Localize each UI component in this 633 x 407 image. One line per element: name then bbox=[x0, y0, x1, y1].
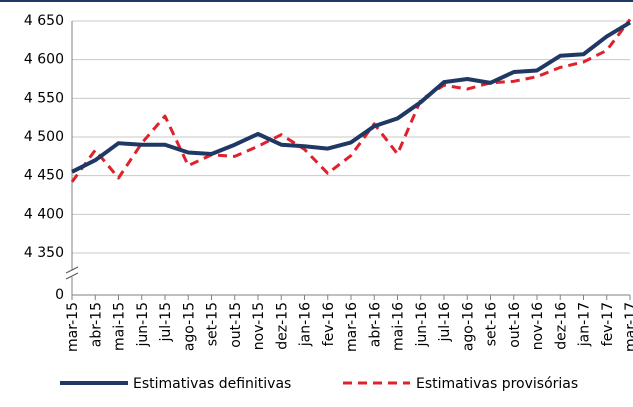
axis-break bbox=[65, 266, 79, 274]
y-tick-label: 4 650 bbox=[24, 13, 64, 29]
top-border bbox=[0, 0, 633, 2]
legend-label: Estimativas definitivas bbox=[133, 376, 291, 392]
x-tick-label: mar-15 bbox=[65, 302, 81, 352]
x-tick-label: mai-16 bbox=[391, 302, 407, 351]
axis-break bbox=[65, 272, 79, 280]
x-tick-label: jul-15 bbox=[158, 302, 174, 343]
x-tick-label: abr-15 bbox=[88, 302, 104, 347]
x-tick-label: nov-16 bbox=[530, 302, 546, 350]
series-line bbox=[71, 20, 632, 174]
x-tick-label: fev-17 bbox=[600, 302, 616, 346]
x-tick-label: nov-15 bbox=[251, 302, 267, 350]
x-tick-label: dez-15 bbox=[274, 302, 290, 350]
x-tick-label: jan-17 bbox=[577, 302, 593, 347]
x-tick-label: out-15 bbox=[228, 302, 244, 348]
y-tick-label: 4 350 bbox=[24, 245, 64, 261]
x-tick-label: jun-15 bbox=[135, 302, 151, 348]
x-tick-label: ago-16 bbox=[460, 302, 476, 351]
x-tick-label: set-15 bbox=[205, 302, 221, 346]
y-tick-label: 4 500 bbox=[24, 129, 64, 145]
x-tick-label: jun-16 bbox=[414, 302, 430, 348]
x-tick-label: mar-16 bbox=[344, 302, 360, 352]
y-tick-label: 0 bbox=[55, 287, 64, 303]
x-tick-label: abr-16 bbox=[367, 302, 383, 347]
legend-label: Estimativas provisórias bbox=[416, 376, 578, 392]
x-tick-label: ago-15 bbox=[181, 302, 197, 351]
y-tick-label: 4 550 bbox=[24, 90, 64, 106]
x-tick-label: jan-16 bbox=[298, 302, 314, 347]
x-tick-label: fev-16 bbox=[321, 302, 337, 346]
x-tick-label: mar-17 bbox=[623, 302, 633, 352]
x-tick-label: out-16 bbox=[507, 302, 523, 348]
y-tick-label: 4 400 bbox=[24, 206, 64, 222]
series-line bbox=[70, 18, 632, 183]
x-tick-label: set-16 bbox=[484, 302, 500, 346]
x-tick-label: jul-16 bbox=[437, 302, 453, 343]
axis-break-gap bbox=[66, 270, 78, 277]
x-tick-label: mai-15 bbox=[112, 302, 128, 351]
y-tick-label: 4 450 bbox=[24, 168, 64, 184]
y-tick-label: 4 600 bbox=[24, 52, 64, 68]
x-tick-label: dez-16 bbox=[553, 302, 569, 350]
